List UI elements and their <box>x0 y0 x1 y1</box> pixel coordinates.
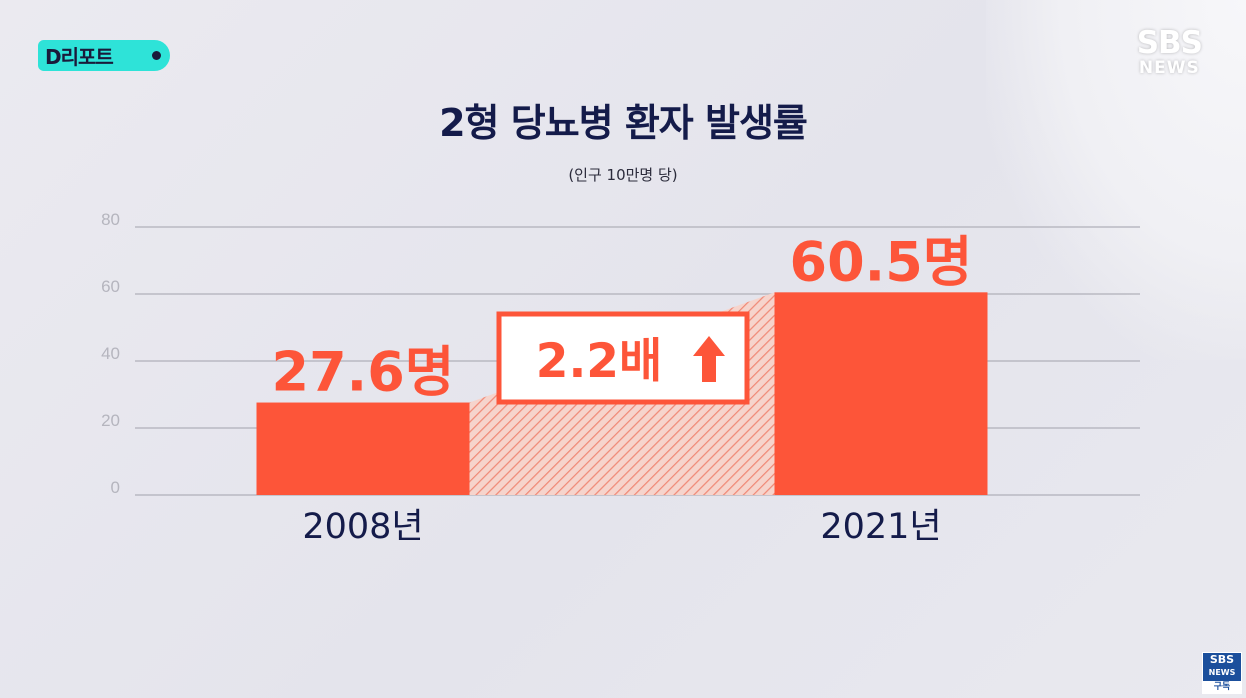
badge-label: D리포트 <box>45 45 114 69</box>
chart-subtitle: (인구 10만명 당) <box>568 166 678 184</box>
d-report-badge: D리포트 <box>38 40 170 71</box>
y-tick-label: 40 <box>101 344 120 363</box>
sbs-news-logo: SBS NEWS <box>1136 25 1203 79</box>
logo-sub-text: NEWS <box>1138 58 1200 78</box>
x-tick-label: 2021년 <box>820 507 941 547</box>
value-label: 60.5명 <box>790 230 973 293</box>
subscribe-line3: 구독 <box>1203 681 1241 694</box>
logo-main-text: SBS <box>1136 25 1203 61</box>
up-arrow-icon <box>693 336 725 382</box>
subscribe-line2: NEWS <box>1208 668 1236 677</box>
y-tick-label: 0 <box>111 478 120 497</box>
x-tick-label: 2008년 <box>302 507 423 547</box>
y-tick-label: 60 <box>101 277 120 296</box>
badge-dot-icon <box>152 51 161 60</box>
background-swoosh <box>986 0 1246 360</box>
annotation-text: 2.2배 <box>536 334 663 389</box>
subscribe-button[interactable]: SBS NEWS 구독 <box>1202 652 1242 694</box>
chart-title: 2형 당뇨병 환자 발생률 <box>439 101 808 145</box>
value-label: 27.6명 <box>272 341 455 404</box>
y-tick-label: 80 <box>101 210 120 229</box>
y-tick-label: 20 <box>101 411 120 430</box>
subscribe-line1: SBS <box>1209 653 1235 666</box>
bar-0 <box>256 402 470 495</box>
bar-1 <box>774 292 988 495</box>
